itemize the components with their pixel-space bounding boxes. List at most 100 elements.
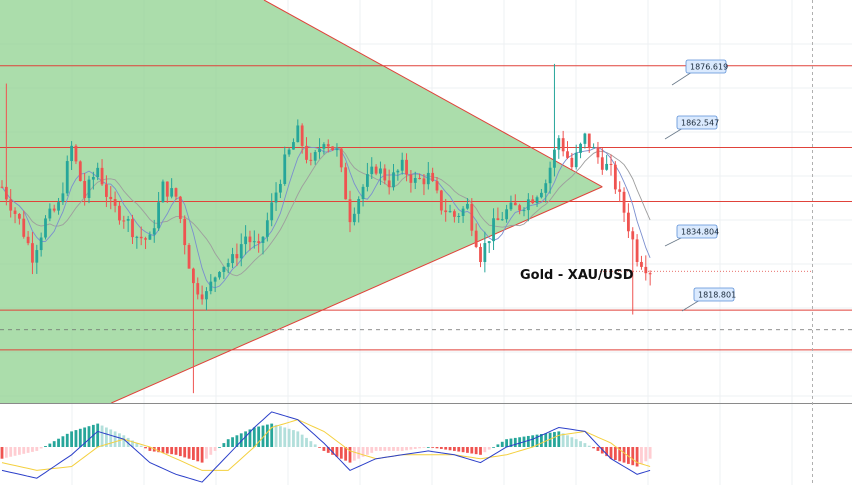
candle-body <box>87 179 91 198</box>
candle-body <box>505 209 508 220</box>
macd-histogram-bar <box>18 447 21 455</box>
macd-histogram-bar <box>644 447 648 462</box>
candle-body <box>648 273 652 275</box>
macd-histogram-bar <box>231 437 234 447</box>
macd-histogram-bar <box>474 447 478 455</box>
candle-body <box>313 152 317 161</box>
candle-body <box>357 199 361 214</box>
macd-histogram-bar <box>592 447 595 449</box>
candle-body <box>431 172 435 182</box>
candle-body <box>344 167 348 200</box>
macd-histogram-bar <box>313 444 317 447</box>
macd-histogram-bar <box>418 447 421 449</box>
candle-body <box>361 186 365 200</box>
macd-histogram-bar <box>535 434 539 447</box>
candle-body <box>74 145 78 162</box>
candle-body <box>305 145 308 160</box>
macd-histogram-bar <box>479 447 482 455</box>
macd-signal-line <box>1 419 651 471</box>
candle-body <box>283 154 287 184</box>
candle-body <box>170 188 174 197</box>
macd-histogram-bar <box>405 447 408 451</box>
macd-histogram-bar <box>526 435 530 447</box>
candle-body <box>122 220 126 222</box>
macd-histogram-bar <box>566 435 569 447</box>
candle-body <box>52 208 56 211</box>
candle-body <box>405 159 408 175</box>
candle-body <box>335 148 339 151</box>
macd-histogram-bar <box>96 423 100 447</box>
callout-box <box>693 287 735 302</box>
candle-body <box>309 159 313 161</box>
macd-histogram-bar <box>157 447 160 453</box>
candle-body <box>96 167 100 177</box>
macd-histogram-bar <box>361 447 365 457</box>
macd-histogram-bar <box>139 445 143 447</box>
candle-body <box>483 243 487 263</box>
callout-label: 1876.619 <box>690 63 728 72</box>
candle-body <box>205 291 208 300</box>
candle-body <box>448 211 452 213</box>
macd-histogram-bar <box>396 447 400 451</box>
macd-histogram-bar <box>161 447 165 453</box>
macd-histogram-bar <box>244 431 247 447</box>
callout-label: 1834.804 <box>681 228 719 237</box>
macd-histogram-bar <box>31 447 34 452</box>
macd-histogram-bar <box>374 447 378 451</box>
macd-histogram-bar <box>370 447 374 453</box>
triangle-upper-edge <box>263 0 603 188</box>
candle-body <box>439 190 443 211</box>
candle-body <box>35 250 39 263</box>
macd-histogram-bar <box>557 431 561 447</box>
candle-body <box>605 163 609 170</box>
macd-histogram-bar <box>431 447 435 448</box>
candle-body <box>265 220 269 237</box>
candle-body <box>366 174 369 187</box>
candle-body <box>422 178 426 185</box>
candle-body <box>48 208 52 219</box>
macd-histogram-bar <box>561 433 565 447</box>
candle-body <box>352 213 356 223</box>
candle-body <box>627 212 630 232</box>
macd-histogram-bar <box>605 447 609 457</box>
candle-body <box>631 231 635 240</box>
candle-body <box>13 210 17 214</box>
macd-histogram-bar <box>548 432 552 447</box>
callout-layer: 1876.619 1862.547 1834.804 1818.801 <box>664 59 736 312</box>
macd-histogram-bar <box>122 435 126 447</box>
macd-histogram-bar <box>226 439 230 447</box>
candle-body <box>531 199 535 204</box>
candle-body <box>57 202 60 211</box>
macd-histogram-bar <box>187 447 191 459</box>
macd-histogram-bar <box>113 431 117 447</box>
candle-body <box>435 181 439 191</box>
callout-pointer <box>671 71 693 86</box>
macd-histogram-bar <box>422 447 426 448</box>
candle-body <box>561 138 565 152</box>
candle-body <box>270 202 274 221</box>
macd-histogram-bar <box>379 447 382 451</box>
macd-histogram-bar <box>322 447 326 451</box>
candle-body <box>396 170 400 173</box>
macd-histogram-bar <box>287 428 291 447</box>
macd-histogram-bar <box>344 447 348 461</box>
macd-histogram-bar <box>587 445 591 447</box>
macd-histogram-bar <box>105 427 108 447</box>
macd-histogram-bar <box>648 447 652 459</box>
macd-histogram-bar <box>540 434 543 447</box>
macd-histogram-bar <box>413 447 417 449</box>
candle-body <box>587 133 591 148</box>
macd-histogram-bar <box>426 447 430 448</box>
candle-body <box>248 236 252 243</box>
macd-histogram-bar <box>26 447 30 453</box>
candle-body <box>196 283 200 295</box>
candle-body <box>4 186 8 200</box>
price-callout: 1818.801 <box>681 287 736 312</box>
macd-histogram-bar <box>265 424 269 447</box>
callout-box <box>685 59 727 74</box>
macd-histogram-bar <box>205 447 208 459</box>
macd-histogram-bar <box>531 435 535 447</box>
candle-body <box>444 210 448 213</box>
candle-body <box>292 142 295 150</box>
candle-body <box>65 161 69 194</box>
